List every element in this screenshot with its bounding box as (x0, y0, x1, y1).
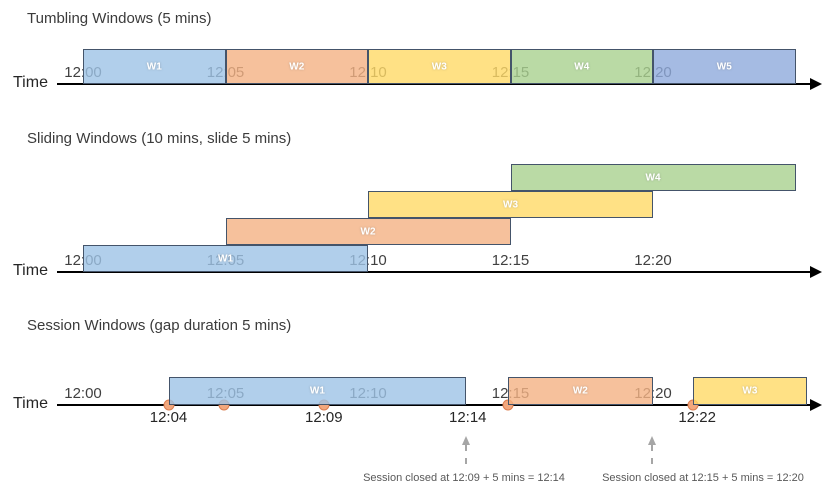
session-title: Session Windows (gap duration 5 mins) (27, 317, 292, 334)
session-timeline-arrowhead-icon (810, 399, 822, 411)
sliding-timeline-arrowhead-icon (810, 266, 822, 278)
session-window-w2-label: W2 (572, 385, 588, 397)
sliding-tick-12-15: 12:15 (491, 252, 530, 269)
session-time-axis-label: Time (13, 395, 48, 412)
session-tick-12-00: 12:00 (64, 385, 102, 402)
sliding-window-w3 (368, 191, 653, 218)
session-timeline (57, 404, 810, 406)
session-close-arrow-line (465, 445, 468, 464)
tumbling-window-w3-label: W3 (431, 61, 447, 72)
tumbling-window-w4 (510, 49, 653, 84)
sliding-window-w3-label: W3 (503, 199, 518, 210)
tumbling-title: Tumbling Windows (5 mins) (27, 10, 212, 27)
tumbling-window-w1-label: W1 (146, 61, 162, 72)
session-close-annotation-1: Session closed at 12:09 + 5 mins = 12:14 (363, 472, 565, 484)
tumbling-time-axis-label: Time (13, 74, 48, 91)
session-window-w1-label: W1 (309, 385, 325, 397)
sliding-window-w1 (83, 245, 368, 272)
event-time-label-12-04: 12:04 (149, 409, 188, 426)
session-close-arrow-icon (647, 436, 656, 445)
tumbling-window-w2 (225, 49, 368, 84)
tumbling-window-w3 (368, 49, 511, 84)
event-time-label-12-14: 12:14 (448, 409, 487, 426)
sliding-window-w2 (225, 218, 511, 245)
sliding-window-w2-label: W2 (360, 226, 376, 237)
tumbling-timeline-arrowhead-icon (810, 78, 822, 90)
session-window-w2 (507, 377, 653, 405)
session-window-w3 (692, 377, 807, 405)
sliding-window-w4-label: W4 (645, 172, 661, 183)
session-close-arrow-line (650, 445, 653, 464)
tumbling-window-w1 (83, 49, 226, 84)
tumbling-window-w4-label: W4 (574, 61, 590, 72)
tumbling-window-w5-label: W5 (716, 61, 732, 72)
sliding-tick-12-20: 12:20 (634, 252, 672, 269)
sliding-window-w4 (510, 164, 796, 191)
sliding-timeline (57, 271, 810, 273)
tumbling-window-w5 (653, 49, 796, 84)
tumbling-window-w2-label: W2 (289, 61, 305, 72)
session-window-w3-label: W3 (742, 385, 758, 397)
session-window-w1 (168, 377, 467, 405)
sliding-time-axis-label: Time (13, 262, 48, 279)
event-time-label-12-22: 12:22 (678, 409, 716, 426)
event-time-label-12-09: 12:09 (305, 409, 343, 426)
sliding-window-w1-label: W1 (218, 253, 233, 264)
sliding-title: Sliding Windows (10 mins, slide 5 mins) (27, 130, 292, 147)
session-close-arrow-icon (462, 436, 471, 445)
session-close-annotation-2: Session closed at 12:15 + 5 mins = 12:20 (602, 472, 804, 484)
tumbling-timeline (57, 83, 810, 85)
